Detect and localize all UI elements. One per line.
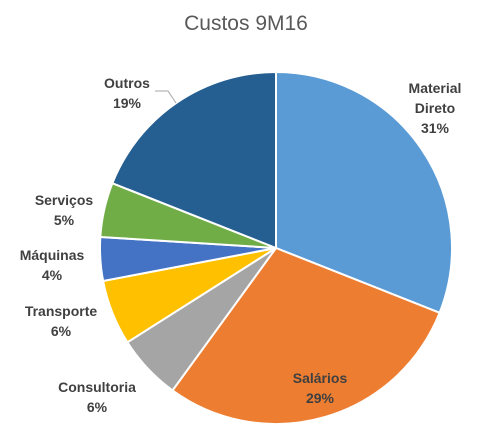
slice-category-label: Serviços <box>35 192 94 208</box>
pie-slice-outros <box>111 70 277 250</box>
slice-label-transporte: Transporte 6% <box>25 303 98 339</box>
slice-value-label: 6% <box>51 323 72 339</box>
slice-value-label: 29% <box>306 390 335 406</box>
chart-title: Custos 9M16 <box>184 12 308 35</box>
slice-category-label: Consultoria <box>58 379 136 395</box>
slice-category-label: Máquinas <box>20 247 85 263</box>
pie-slice-salarios <box>171 246 441 425</box>
slice-label-servicos: Serviços 5% <box>35 192 94 228</box>
slice-labels: Material Direto 31% Salários 29% Consultoria 6… <box>20 75 462 415</box>
slice-value-label: 6% <box>87 399 108 415</box>
slice-category-label: Material <box>409 80 462 96</box>
slice-category-label: Transporte <box>25 303 98 319</box>
slice-value-label: 4% <box>42 267 63 283</box>
slice-label-consultoria: Consultoria 6% <box>58 379 136 415</box>
leader-line-outros <box>155 90 177 104</box>
slice-label-maquinas: Máquinas 4% <box>20 247 85 283</box>
slice-value-label: 31% <box>421 120 450 136</box>
pie-slices <box>99 70 453 425</box>
pie-slice-material-direto <box>275 70 453 315</box>
slice-label-outros: Outros 19% <box>104 75 150 111</box>
slice-category-label: Salários <box>293 370 348 386</box>
slice-value-label: 5% <box>54 212 75 228</box>
slice-category-label: Outros <box>104 75 150 91</box>
slice-value-label: 19% <box>113 95 142 111</box>
slice-label-material-direto: Material Direto 31% <box>409 80 462 136</box>
slice-category-label: Direto <box>415 100 455 116</box>
leader-lines <box>155 90 177 104</box>
slice-label-salarios: Salários 29% <box>293 370 348 406</box>
